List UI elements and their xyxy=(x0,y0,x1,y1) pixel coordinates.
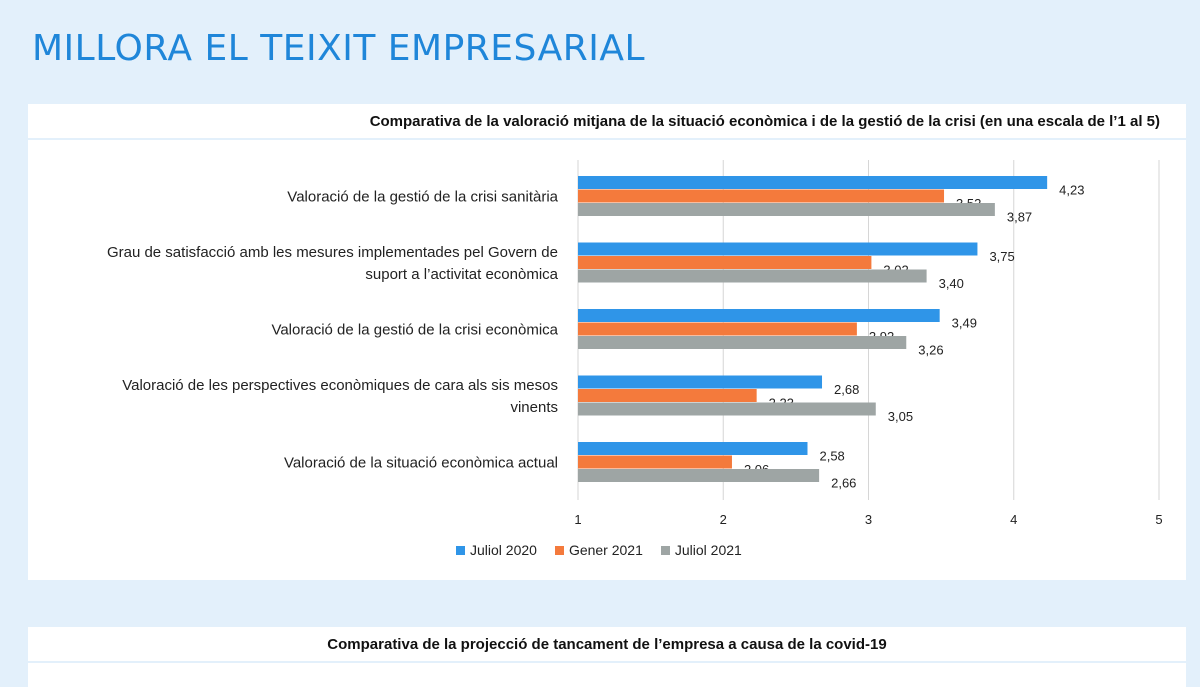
x-tick-label: 2 xyxy=(720,512,727,527)
bar xyxy=(578,469,820,482)
data-label: 2,66 xyxy=(831,476,856,491)
bar xyxy=(578,455,732,469)
category-label: Valoració de les perspectives econòmique… xyxy=(122,377,558,394)
legend-label: Gener 2021 xyxy=(568,542,643,558)
data-label: 3,26 xyxy=(918,343,943,358)
category-label: suport a l’activitat econòmica xyxy=(365,266,558,283)
legend-label: Juliol 2020 xyxy=(470,542,537,558)
bar xyxy=(578,322,857,336)
data-label: 3,40 xyxy=(939,276,964,291)
data-label: 4,23 xyxy=(1059,183,1084,198)
legend-label: Juliol 2021 xyxy=(674,542,742,558)
bar xyxy=(578,176,1048,189)
x-tick-label: 3 xyxy=(865,512,872,527)
bar xyxy=(578,269,927,283)
bar xyxy=(578,336,907,349)
data-label: 3,87 xyxy=(1007,210,1032,225)
legend-item: Gener 2021 xyxy=(554,542,643,558)
x-tick-label: 1 xyxy=(574,512,581,527)
category-label: vinents xyxy=(510,399,558,416)
data-label: 3,05 xyxy=(888,409,913,424)
chart-title: Comparativa de la valoració mitjana de l… xyxy=(28,104,1186,140)
data-label: 2,58 xyxy=(819,449,844,464)
second-chart-title: Comparativa de la projecció de tancament… xyxy=(28,627,1186,663)
bar xyxy=(578,375,823,389)
bar xyxy=(578,389,757,402)
data-label: 3,49 xyxy=(952,316,977,331)
legend-item: Juliol 2020 xyxy=(456,542,537,558)
bar xyxy=(578,309,940,322)
x-tick-label: 4 xyxy=(1010,512,1017,527)
legend-swatch xyxy=(660,545,670,555)
bar xyxy=(578,203,995,216)
category-label: Valoració de la gestió de la crisi sanit… xyxy=(287,188,558,205)
legend-item: Juliol 2021 xyxy=(660,542,742,558)
chart-card: Comparativa de la valoració mitjana de l… xyxy=(28,104,1186,580)
second-chart-card: Comparativa de la projecció de tancament… xyxy=(28,627,1186,687)
category-label: Valoració de la situació econòmica actua… xyxy=(284,454,558,471)
bar-chart: 1 2 3 4 5 Valoració de la gestió de la crisi … xyxy=(107,160,1163,527)
bar xyxy=(578,442,808,455)
category-label: Valoració de la gestió de la crisi econò… xyxy=(271,321,558,338)
category-label: Grau de satisfacció amb les mesures impl… xyxy=(107,244,558,261)
data-label: 3,75 xyxy=(989,249,1014,264)
legend-swatch xyxy=(456,545,465,555)
legend-swatch xyxy=(554,545,564,555)
data-label: 2,68 xyxy=(834,382,859,397)
chart-legend: Juliol 2020 Gener 2021 Juliol 2021 xyxy=(456,542,742,558)
bar xyxy=(578,256,872,269)
bar xyxy=(578,242,978,256)
bar xyxy=(578,189,945,203)
page-title: MILLORA EL TEIXIT EMPRESARIAL xyxy=(32,28,646,69)
x-tick-label: 5 xyxy=(1155,512,1162,527)
bar xyxy=(578,402,876,416)
